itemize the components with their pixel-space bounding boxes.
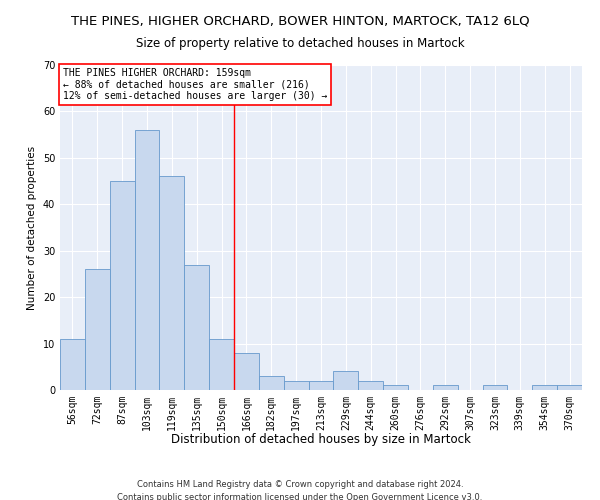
Bar [383, 386, 408, 390]
Text: THE PINES HIGHER ORCHARD: 159sqm
← 88% of detached houses are smaller (216)
12% : THE PINES HIGHER ORCHARD: 159sqm ← 88% o… [62, 68, 327, 102]
Text: Distribution of detached houses by size in Martock: Distribution of detached houses by size … [171, 432, 471, 446]
Bar [358, 380, 383, 390]
Text: Contains HM Land Registry data © Crown copyright and database right 2024.: Contains HM Land Registry data © Crown c… [137, 480, 463, 489]
Bar [134, 130, 160, 390]
Text: Contains public sector information licensed under the Open Government Licence v3: Contains public sector information licen… [118, 492, 482, 500]
Bar [433, 386, 458, 390]
Bar [60, 339, 85, 390]
Bar [85, 270, 110, 390]
Bar [234, 353, 259, 390]
Y-axis label: Number of detached properties: Number of detached properties [27, 146, 37, 310]
Text: Size of property relative to detached houses in Martock: Size of property relative to detached ho… [136, 38, 464, 51]
Bar [110, 181, 134, 390]
Text: THE PINES, HIGHER ORCHARD, BOWER HINTON, MARTOCK, TA12 6LQ: THE PINES, HIGHER ORCHARD, BOWER HINTON,… [71, 15, 529, 28]
Bar [334, 372, 358, 390]
Bar [284, 380, 308, 390]
Bar [532, 386, 557, 390]
Bar [160, 176, 184, 390]
Bar [557, 386, 582, 390]
Bar [308, 380, 334, 390]
Bar [482, 386, 508, 390]
Bar [184, 264, 209, 390]
Bar [209, 339, 234, 390]
Bar [259, 376, 284, 390]
